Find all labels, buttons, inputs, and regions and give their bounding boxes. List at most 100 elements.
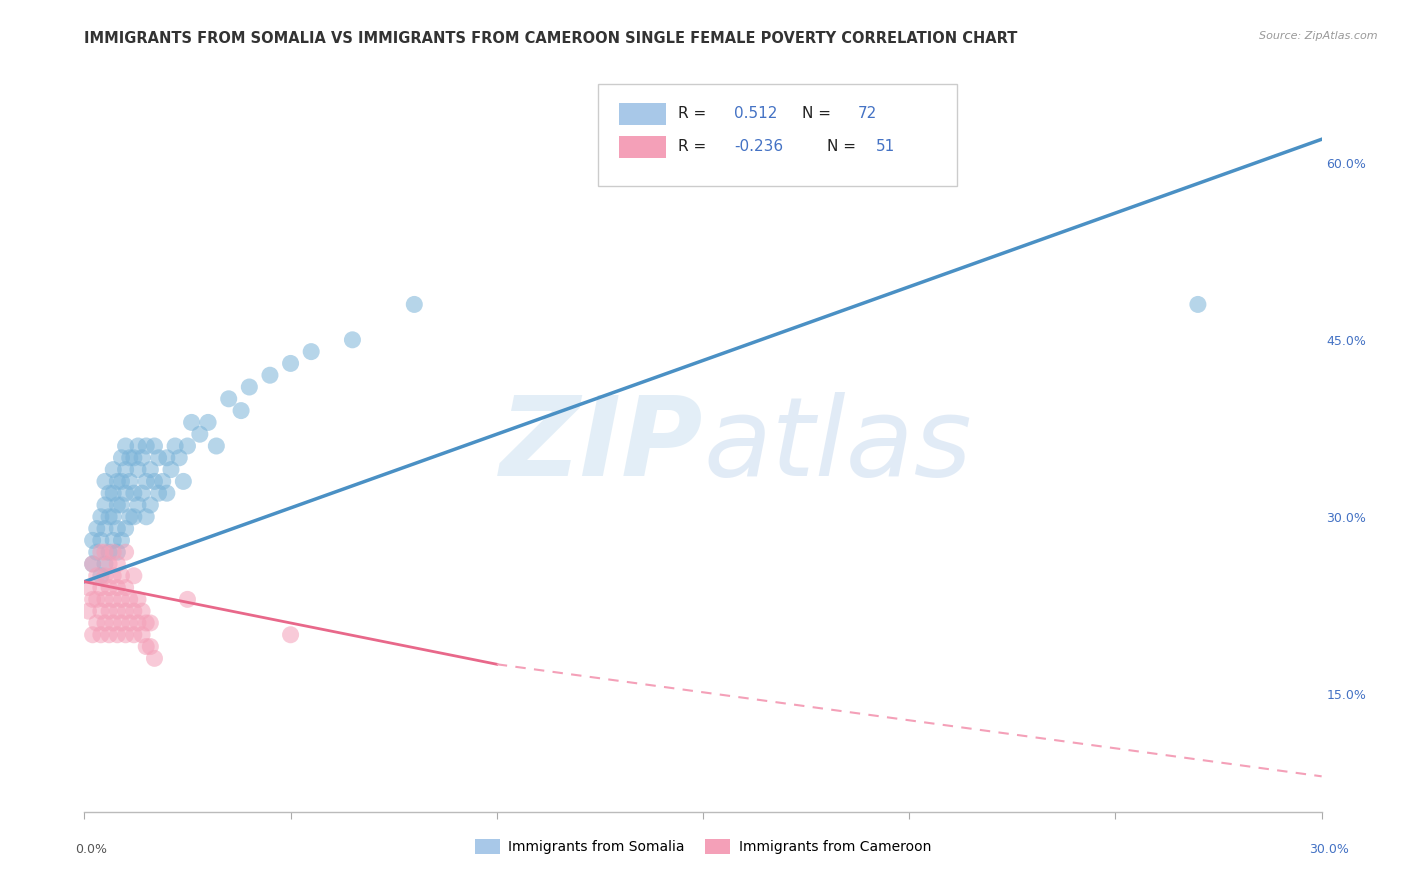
Point [90,581,112,595]
Point [118,615,141,630]
Text: N =: N = [827,139,860,154]
Point [131,604,153,618]
Point [94,498,117,512]
Point [98,604,121,618]
Point [127,498,149,512]
Point [143,651,166,665]
Point [98,628,121,642]
Point [77,604,100,618]
Point [103,545,125,559]
Point [122,568,145,582]
Point [82,557,104,571]
Point [103,533,125,548]
FancyBboxPatch shape [619,103,666,125]
Point [98,486,121,500]
Text: R =: R = [678,106,711,121]
Point [122,509,145,524]
Point [118,475,141,489]
Point [139,462,162,476]
Point [105,498,128,512]
Point [135,475,157,489]
Point [94,545,117,559]
Point [114,545,136,559]
Point [110,592,132,607]
Point [135,439,157,453]
Point [86,592,108,607]
Point [94,475,117,489]
Point [139,615,162,630]
Point [167,450,190,465]
Text: 0.0%: 0.0% [76,843,107,856]
Point [105,475,128,489]
Point [110,533,132,548]
Point [90,545,112,559]
Point [94,522,117,536]
Point [280,628,302,642]
Point [98,509,121,524]
Text: 0.512: 0.512 [734,106,778,121]
Point [94,592,117,607]
Point [176,592,198,607]
Point [143,439,166,453]
Point [404,297,426,311]
Point [148,486,170,500]
Text: ZIP: ZIP [499,392,703,500]
Point [82,557,104,571]
Point [172,475,194,489]
Text: 72: 72 [858,106,877,121]
Point [139,498,162,512]
FancyBboxPatch shape [619,136,666,158]
Point [259,368,281,383]
Point [105,545,128,559]
Point [160,462,183,476]
Point [127,592,149,607]
Point [280,356,302,370]
Point [105,628,128,642]
Point [156,486,179,500]
Point [110,498,132,512]
Text: N =: N = [801,106,835,121]
Point [110,615,132,630]
Point [152,475,174,489]
Text: 51: 51 [876,139,896,154]
Point [103,486,125,500]
Point [238,380,260,394]
Point [110,450,132,465]
Point [122,628,145,642]
Point [103,509,125,524]
Point [135,640,157,654]
Point [188,427,211,442]
Point [143,475,166,489]
Point [165,439,187,453]
Point [98,557,121,571]
Point [82,628,104,642]
Point [118,450,141,465]
Point [103,568,125,582]
Point [90,509,112,524]
Point [90,628,112,642]
Point [118,509,141,524]
Point [122,604,145,618]
Point [127,615,149,630]
Point [218,392,240,406]
Point [342,333,364,347]
Point [90,533,112,548]
Point [114,628,136,642]
Point [103,462,125,476]
Point [197,416,219,430]
Text: IMMIGRANTS FROM SOMALIA VS IMMIGRANTS FROM CAMEROON SINGLE FEMALE POVERTY CORREL: IMMIGRANTS FROM SOMALIA VS IMMIGRANTS FR… [84,31,1018,46]
Point [94,615,117,630]
Text: Source: ZipAtlas.com: Source: ZipAtlas.com [1260,31,1378,41]
Point [94,557,117,571]
Point [127,439,149,453]
Point [229,403,252,417]
Point [131,450,153,465]
Point [114,581,136,595]
Point [94,568,117,582]
Point [131,628,153,642]
Point [86,568,108,582]
Point [114,439,136,453]
Point [86,522,108,536]
Point [1187,297,1209,311]
Point [103,592,125,607]
